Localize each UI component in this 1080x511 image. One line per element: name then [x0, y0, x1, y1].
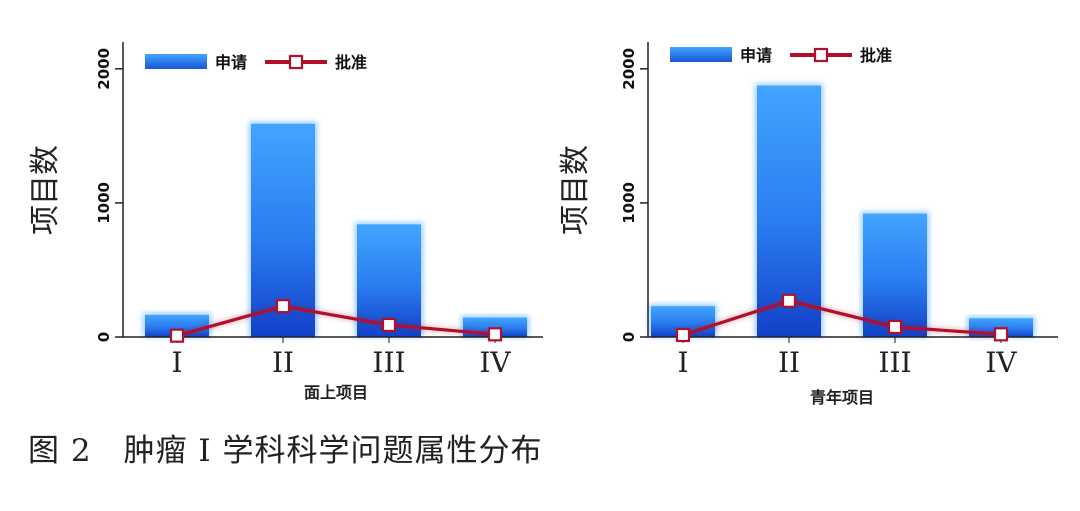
legend-label-line: 批准: [860, 46, 892, 65]
legend-swatch-bar: [145, 54, 207, 69]
line-point-III: [381, 317, 397, 333]
line-point-IV: [993, 327, 1009, 342]
line-point-I: [169, 328, 185, 343]
series-line-批准: [176, 304, 496, 338]
line-point-IV: [487, 327, 503, 342]
x-axis-label: 面上项目: [304, 383, 368, 402]
figure-caption: 图 2 肿瘤 I 学科科学问题属性分布: [28, 433, 543, 469]
x-tick-label: III: [878, 346, 911, 379]
y-tick-label: 1000: [620, 182, 638, 224]
x-axis-label: 青年项目: [810, 388, 874, 407]
series-line-批准: [682, 299, 1002, 337]
x-tick-label: I: [677, 346, 688, 379]
bar-III: [863, 213, 927, 337]
x-tick-label: II: [778, 346, 800, 379]
x-tick-label: I: [171, 346, 182, 379]
y-tick-label: 2000: [620, 48, 638, 90]
line-point-II: [275, 299, 291, 314]
y-axis-label: 项目数: [28, 145, 63, 235]
x-tick-label: IV: [985, 346, 1017, 379]
legend-label-bar: 申请: [740, 46, 772, 65]
x-tick-label: IV: [479, 346, 511, 379]
y-tick-label: 0: [620, 332, 638, 342]
line-point-III: [887, 319, 903, 335]
x-tick-label: III: [372, 346, 405, 379]
legend-marker: [813, 47, 829, 63]
y-tick-label: 1000: [95, 182, 113, 224]
y-tick-label: 2000: [95, 48, 113, 90]
legend-label-bar: 申请: [215, 53, 247, 72]
x-tick-label: II: [272, 346, 294, 379]
y-axis-label: 项目数: [558, 145, 593, 235]
y-tick-label: 0: [95, 332, 113, 342]
legend-swatch-bar: [670, 47, 732, 62]
line-point-II: [781, 293, 797, 308]
line-point-I: [675, 327, 691, 343]
legend-label-line: 批准: [335, 53, 367, 72]
legend-marker: [288, 54, 304, 70]
